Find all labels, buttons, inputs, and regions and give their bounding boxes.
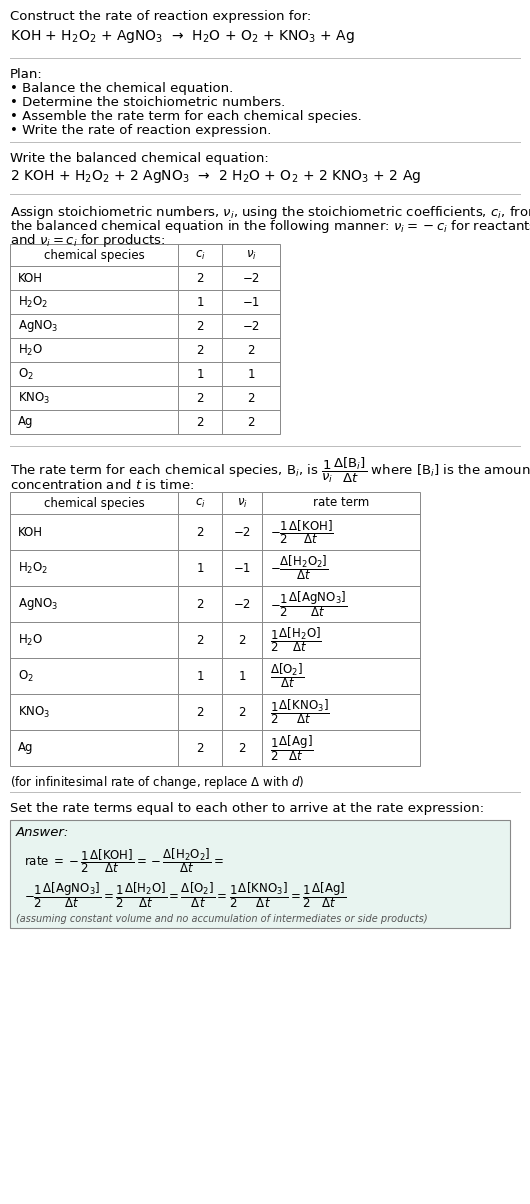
Text: 2: 2 bbox=[248, 391, 255, 405]
Text: $c_i$: $c_i$ bbox=[195, 496, 205, 509]
Text: 2: 2 bbox=[238, 742, 246, 755]
Text: 2: 2 bbox=[196, 415, 204, 429]
Text: $\dfrac{\Delta[\mathrm{O_2}]}{\Delta t}$: $\dfrac{\Delta[\mathrm{O_2}]}{\Delta t}$ bbox=[270, 662, 304, 690]
Text: 2 KOH + H$_2$O$_2$ + 2 AgNO$_3$  →  2 H$_2$O + O$_2$ + 2 KNO$_3$ + 2 Ag: 2 KOH + H$_2$O$_2$ + 2 AgNO$_3$ → 2 H$_2… bbox=[10, 169, 421, 185]
Text: Plan:: Plan: bbox=[10, 67, 43, 81]
Text: Assign stoichiometric numbers, $\nu_i$, using the stoichiometric coefficients, $: Assign stoichiometric numbers, $\nu_i$, … bbox=[10, 203, 530, 222]
Text: $-\dfrac{\Delta[\mathrm{H_2O_2}]}{\Delta t}$: $-\dfrac{\Delta[\mathrm{H_2O_2}]}{\Delta… bbox=[270, 554, 329, 583]
Text: Construct the rate of reaction expression for:: Construct the rate of reaction expressio… bbox=[10, 10, 311, 23]
Text: $\nu_i$: $\nu_i$ bbox=[245, 248, 257, 261]
Text: 2: 2 bbox=[238, 633, 246, 647]
Text: and $\nu_i = c_i$ for products:: and $\nu_i = c_i$ for products: bbox=[10, 232, 165, 249]
Text: KOH + H$_2$O$_2$ + AgNO$_3$  →  H$_2$O + O$_2$ + KNO$_3$ + Ag: KOH + H$_2$O$_2$ + AgNO$_3$ → H$_2$O + O… bbox=[10, 28, 355, 45]
Text: • Write the rate of reaction expression.: • Write the rate of reaction expression. bbox=[10, 124, 271, 137]
Text: $-\dfrac{1}{2}\dfrac{\Delta[\mathrm{AgNO_3}]}{\Delta t}$: $-\dfrac{1}{2}\dfrac{\Delta[\mathrm{AgNO… bbox=[270, 589, 347, 619]
Text: KNO$_3$: KNO$_3$ bbox=[18, 704, 50, 720]
Text: the balanced chemical equation in the following manner: $\nu_i = -c_i$ for react: the balanced chemical equation in the fo… bbox=[10, 218, 530, 235]
Text: Set the rate terms equal to each other to arrive at the rate expression:: Set the rate terms equal to each other t… bbox=[10, 802, 484, 815]
Text: 2: 2 bbox=[196, 633, 204, 647]
Bar bbox=[10, 492, 420, 766]
Text: rate $= -\dfrac{1}{2}\dfrac{\Delta[\mathrm{KOH}]}{\Delta t} = -\dfrac{\Delta[\ma: rate $= -\dfrac{1}{2}\dfrac{\Delta[\math… bbox=[24, 846, 224, 875]
Text: H$_2$O$_2$: H$_2$O$_2$ bbox=[18, 295, 48, 309]
Text: Write the balanced chemical equation:: Write the balanced chemical equation: bbox=[10, 152, 269, 165]
Text: −2: −2 bbox=[242, 319, 260, 332]
Text: O$_2$: O$_2$ bbox=[18, 668, 34, 684]
Text: 2: 2 bbox=[196, 742, 204, 755]
Text: (assuming constant volume and no accumulation of intermediates or side products): (assuming constant volume and no accumul… bbox=[16, 914, 428, 923]
Text: KNO$_3$: KNO$_3$ bbox=[18, 390, 50, 406]
Text: −1: −1 bbox=[233, 561, 251, 574]
Text: 1: 1 bbox=[196, 561, 204, 574]
Text: • Determine the stoichiometric numbers.: • Determine the stoichiometric numbers. bbox=[10, 96, 285, 110]
Text: • Balance the chemical equation.: • Balance the chemical equation. bbox=[10, 82, 233, 95]
Text: 2: 2 bbox=[238, 706, 246, 719]
Text: 2: 2 bbox=[196, 271, 204, 284]
Text: $\dfrac{1}{2}\dfrac{\Delta[\mathrm{H_2O}]}{\Delta t}$: $\dfrac{1}{2}\dfrac{\Delta[\mathrm{H_2O}… bbox=[270, 626, 322, 655]
Text: −2: −2 bbox=[242, 271, 260, 284]
FancyBboxPatch shape bbox=[10, 820, 510, 928]
Text: 1: 1 bbox=[238, 669, 246, 683]
Text: The rate term for each chemical species, B$_i$, is $\dfrac{1}{\nu_i}\dfrac{\Delt: The rate term for each chemical species,… bbox=[10, 456, 530, 485]
Text: AgNO$_3$: AgNO$_3$ bbox=[18, 596, 58, 612]
Text: • Assemble the rate term for each chemical species.: • Assemble the rate term for each chemic… bbox=[10, 110, 362, 123]
Text: 2: 2 bbox=[196, 597, 204, 610]
Text: 2: 2 bbox=[196, 343, 204, 356]
Text: $\dfrac{1}{2}\dfrac{\Delta[\mathrm{KNO_3}]}{\Delta t}$: $\dfrac{1}{2}\dfrac{\Delta[\mathrm{KNO_3… bbox=[270, 697, 330, 726]
Text: Ag: Ag bbox=[18, 742, 33, 755]
Bar bbox=[10, 244, 280, 433]
Text: rate term: rate term bbox=[313, 496, 369, 509]
Text: (for infinitesimal rate of change, replace Δ with $d$): (for infinitesimal rate of change, repla… bbox=[10, 774, 304, 791]
Text: H$_2$O$_2$: H$_2$O$_2$ bbox=[18, 560, 48, 576]
Text: KOH: KOH bbox=[18, 525, 43, 538]
Text: KOH: KOH bbox=[18, 271, 43, 284]
Text: 2: 2 bbox=[196, 706, 204, 719]
Text: −2: −2 bbox=[233, 597, 251, 610]
Text: Ag: Ag bbox=[18, 415, 33, 429]
Text: 2: 2 bbox=[248, 415, 255, 429]
Text: 2: 2 bbox=[248, 343, 255, 356]
Text: 2: 2 bbox=[196, 391, 204, 405]
Text: chemical species: chemical species bbox=[43, 248, 144, 261]
Text: $\nu_i$: $\nu_i$ bbox=[236, 496, 248, 509]
Text: H$_2$O: H$_2$O bbox=[18, 632, 43, 648]
Text: −2: −2 bbox=[233, 525, 251, 538]
Text: $\dfrac{1}{2}\dfrac{\Delta[\mathrm{Ag}]}{\Delta t}$: $\dfrac{1}{2}\dfrac{\Delta[\mathrm{Ag}]}… bbox=[270, 733, 314, 763]
Text: 2: 2 bbox=[196, 525, 204, 538]
Text: Answer:: Answer: bbox=[16, 826, 69, 839]
Text: 1: 1 bbox=[196, 295, 204, 308]
Text: 2: 2 bbox=[196, 319, 204, 332]
Text: $-\dfrac{1}{2}\dfrac{\Delta[\mathrm{KOH}]}{\Delta t}$: $-\dfrac{1}{2}\dfrac{\Delta[\mathrm{KOH}… bbox=[270, 518, 334, 545]
Text: 1: 1 bbox=[196, 367, 204, 380]
Text: $-\dfrac{1}{2}\dfrac{\Delta[\mathrm{AgNO_3}]}{\Delta t} = \dfrac{1}{2}\dfrac{\De: $-\dfrac{1}{2}\dfrac{\Delta[\mathrm{AgNO… bbox=[24, 880, 346, 910]
Text: chemical species: chemical species bbox=[43, 496, 144, 509]
Text: concentration and $t$ is time:: concentration and $t$ is time: bbox=[10, 478, 194, 492]
Text: 1: 1 bbox=[196, 669, 204, 683]
Text: −1: −1 bbox=[242, 295, 260, 308]
Text: AgNO$_3$: AgNO$_3$ bbox=[18, 318, 58, 334]
Text: O$_2$: O$_2$ bbox=[18, 366, 34, 382]
Text: 1: 1 bbox=[248, 367, 255, 380]
Text: $c_i$: $c_i$ bbox=[195, 248, 205, 261]
Text: H$_2$O: H$_2$O bbox=[18, 342, 43, 358]
